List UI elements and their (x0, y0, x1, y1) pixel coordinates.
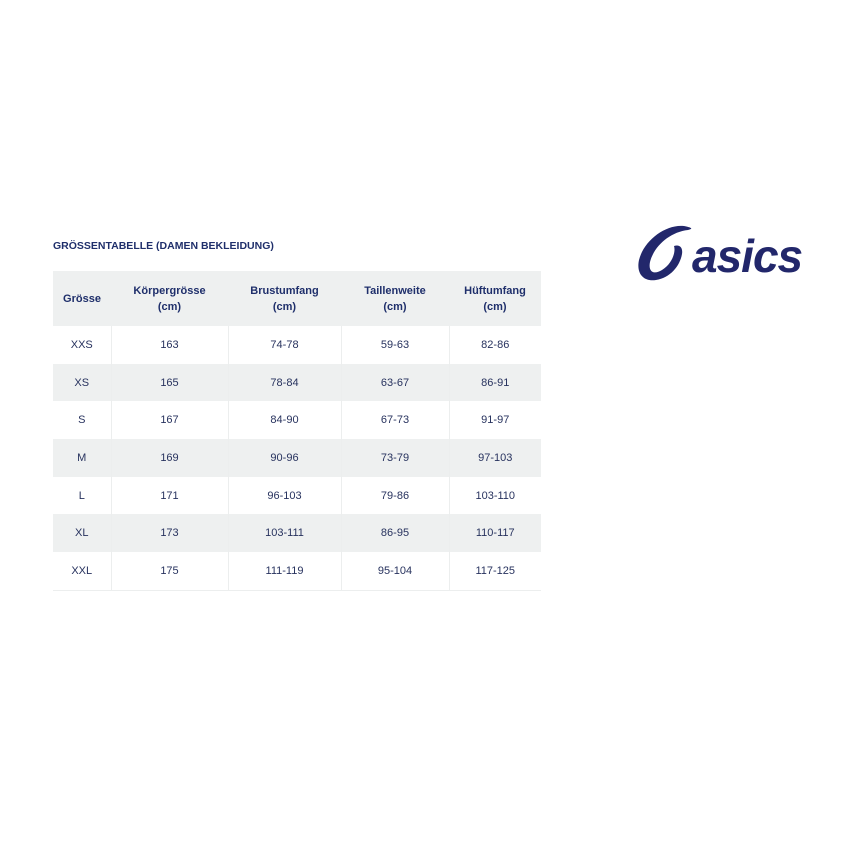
column-header: Hüftumfang (cm) (449, 271, 541, 326)
asics-logo: asics (638, 225, 804, 282)
table-cell: 173 (110, 514, 228, 553)
table-row: XXS 163 74-78 59-63 82-86 (53, 326, 541, 364)
table-cell: 171 (110, 476, 228, 515)
table-row: XL 173 103-111 86-95 110-117 (53, 514, 541, 553)
table-cell: 86-91 (448, 363, 541, 402)
table-row: S 167 84-90 67-73 91-97 (53, 401, 541, 440)
table-cell: 91-97 (448, 401, 541, 440)
table-cell: 169 (110, 439, 228, 477)
column-header-unit: (cm) (157, 300, 182, 313)
table-cell: 86-95 (340, 514, 449, 553)
table-cell: 163 (110, 326, 228, 364)
column-header-label: Taillenweite (364, 284, 426, 297)
table-cell: 97-103 (448, 439, 541, 477)
table-cell: XL (53, 514, 111, 553)
table-row: XS 165 78-84 63-67 86-91 (53, 363, 541, 402)
table-cell: 96-103 (227, 476, 341, 515)
size-chart-title: GRÖSSENTABELLE (DAMEN BEKLEIDUNG) (53, 240, 274, 252)
table-row: M 169 90-96 73-79 97-103 (53, 439, 541, 477)
table-cell: 175 (110, 552, 228, 591)
table-cell: 67-73 (340, 401, 449, 440)
table-cell: 103-110 (448, 476, 541, 515)
table-cell: XXL (53, 552, 111, 591)
table-cell: 73-79 (340, 439, 449, 477)
table-cell: 165 (110, 363, 228, 402)
asics-wordmark: asics (692, 230, 803, 282)
table-cell: XXS (70, 338, 93, 351)
table-cell: 111-119 (227, 552, 341, 591)
table-cell: 74-78 (227, 326, 341, 364)
table-cell: 59-63 (340, 326, 449, 364)
table-cell: 167 (110, 401, 228, 440)
column-header: Taillenweite (cm) (341, 271, 449, 326)
table-cell: L (78, 489, 85, 502)
table-cell: 117-125 (448, 552, 541, 591)
table-cell: M (53, 439, 111, 477)
size-table: Grösse Körpergrösse (cm) Brustumfang (cm) Tai… (53, 271, 541, 591)
asics-swoosh-icon (638, 225, 692, 281)
table-cell: 90-96 (227, 439, 341, 477)
table-cell: 95-104 (340, 552, 449, 591)
table-row: XXL 175 111-119 95-104 117-125 (53, 552, 541, 591)
table-cell: 78-84 (227, 363, 341, 402)
column-header-unit: (cm) (272, 300, 297, 313)
table-body: XXS 163 74-78 59-63 82-86 XS 165 78-84 63-67 86-9… (53, 326, 541, 591)
table-cell: S (78, 414, 86, 427)
column-header-label: Hüftumfang (464, 284, 526, 297)
table-cell: 103-111 (227, 514, 341, 553)
table-cell: 82-86 (448, 326, 541, 364)
column-header-label: Körpergrösse (133, 284, 206, 297)
column-header-unit: (cm) (483, 300, 507, 313)
column-header: Brustumfang (cm) (228, 271, 341, 326)
table-cell: 110-117 (448, 514, 541, 553)
column-header-unit: (cm) (383, 300, 407, 313)
table-cell: XS (53, 363, 111, 402)
column-header: Körpergrösse (cm) (111, 271, 228, 326)
table-header-row: Grösse Körpergrösse (cm) Brustumfang (cm) Tai… (53, 271, 541, 326)
column-header-label: Grösse (63, 292, 101, 305)
column-header-label: Brustumfang (250, 284, 319, 297)
table-cell: 63-67 (340, 363, 449, 402)
column-header: Grösse (53, 271, 111, 326)
table-cell: 84-90 (227, 401, 341, 440)
table-cell: 79-86 (340, 476, 449, 515)
table-row: L 171 96-103 79-86 103-110 (53, 476, 541, 515)
